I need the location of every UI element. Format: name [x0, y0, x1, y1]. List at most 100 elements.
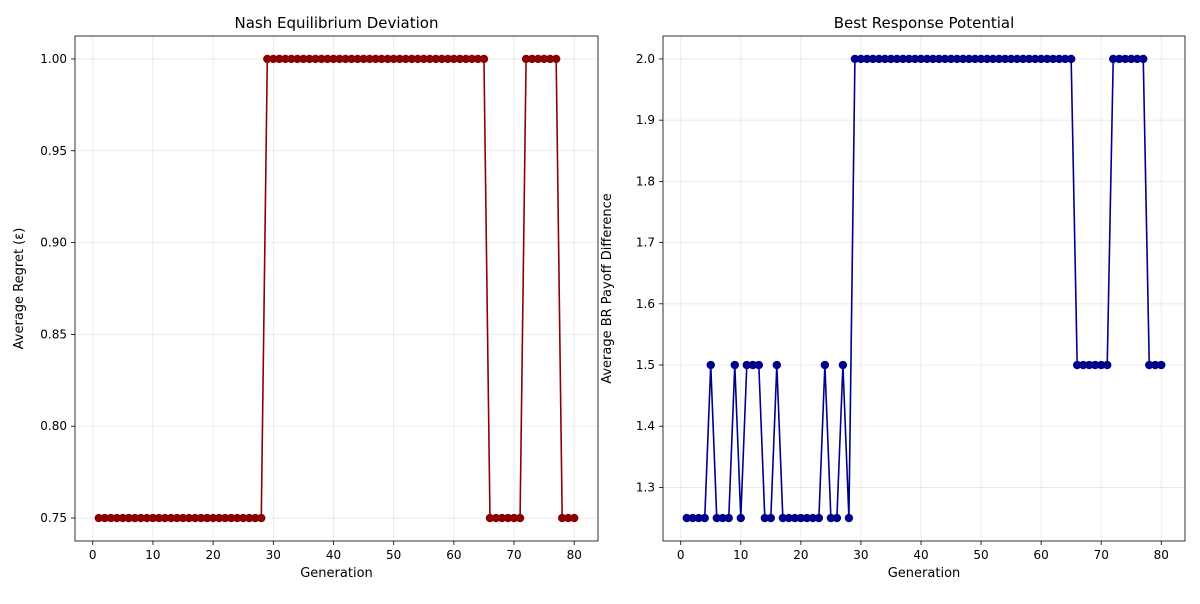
data-point	[106, 513, 116, 523]
data-point	[257, 513, 266, 523]
data-point	[178, 513, 188, 523]
data-point	[910, 54, 920, 64]
x-tick-label: 80	[567, 548, 582, 562]
data-point	[904, 54, 914, 64]
data-point	[790, 513, 800, 523]
data-point	[742, 360, 751, 370]
y-tick-label: 1.6	[636, 297, 655, 311]
data-point	[1066, 54, 1076, 64]
x-tick-label: 40	[326, 548, 341, 562]
data-point	[862, 54, 872, 64]
data-point	[1000, 54, 1010, 64]
y-tick-label: 1.00	[40, 52, 67, 66]
data-point	[1103, 360, 1112, 370]
data-point	[160, 513, 170, 523]
data-point	[718, 513, 727, 523]
data-point	[154, 513, 164, 523]
data-point	[196, 513, 206, 523]
series-polyline	[686, 58, 1162, 519]
x-tick-label: 70	[1094, 548, 1109, 562]
data-point	[100, 513, 109, 523]
data-point	[359, 54, 368, 64]
tick-group: 0 10 20 30 40 50 60 70 80 1.3 1.4 1.5 1.6 1.7 1.8 1.9 2.…	[636, 52, 1169, 562]
data-point	[1121, 54, 1130, 64]
data-point	[694, 513, 703, 523]
data-point	[413, 54, 422, 64]
data-point	[1042, 54, 1052, 64]
data-point	[533, 54, 543, 64]
axes-frame	[662, 35, 1186, 542]
data-point	[461, 54, 471, 64]
data-point	[892, 54, 902, 64]
data-point	[281, 54, 290, 64]
series-polyline	[98, 58, 575, 519]
data-point	[820, 360, 830, 370]
data-point	[226, 513, 236, 523]
x-axis-label: Generation	[300, 566, 373, 581]
data-point	[868, 54, 878, 64]
data-point	[220, 513, 230, 523]
data-point	[112, 513, 122, 523]
data-point	[1084, 360, 1094, 370]
data-point	[395, 54, 404, 64]
data-point	[1030, 54, 1040, 64]
data-point	[1151, 360, 1160, 370]
data-point	[736, 513, 745, 523]
data-point	[1036, 54, 1046, 64]
data-point	[383, 54, 392, 64]
data-point	[832, 513, 842, 523]
y-axis-label: Average Regret (ε)	[12, 228, 27, 350]
data-point	[142, 513, 152, 523]
x-tick-label: 80	[1154, 548, 1169, 562]
data-point	[407, 54, 416, 64]
data-point	[485, 513, 495, 523]
data-point	[952, 54, 962, 64]
data-point	[570, 513, 579, 523]
chart-panel-best-response: 0 10 20 30 40 50 60 70 80 1.3 1.4 1.5 1.6 1.7 1.8 1.9 2.…	[600, 14, 1186, 581]
data-point	[1060, 54, 1070, 64]
data-point	[748, 360, 758, 370]
data-point	[706, 360, 715, 370]
series-line	[98, 58, 575, 519]
data-point	[389, 54, 398, 64]
data-point	[323, 54, 332, 64]
x-tick-label: 0	[677, 548, 685, 562]
data-point	[1115, 54, 1124, 64]
data-point	[130, 513, 140, 523]
data-point	[503, 513, 513, 523]
data-point	[148, 513, 158, 523]
data-point	[467, 54, 477, 64]
grid-lines	[75, 36, 598, 541]
data-point	[172, 513, 182, 523]
data-point	[916, 54, 926, 64]
data-point	[934, 54, 944, 64]
data-point	[377, 54, 386, 64]
data-point	[1127, 54, 1136, 64]
data-point	[545, 54, 555, 64]
data-point	[1054, 54, 1064, 64]
data-point	[166, 513, 176, 523]
data-point	[940, 54, 950, 64]
data-point	[946, 54, 956, 64]
data-point	[1048, 54, 1058, 64]
y-tick-label: 0.80	[40, 419, 67, 433]
y-tick-label: 1.4	[636, 419, 655, 433]
data-point	[724, 513, 733, 523]
data-point	[1097, 360, 1106, 370]
data-point	[760, 513, 770, 523]
data-point	[239, 513, 248, 523]
data-point	[564, 513, 573, 523]
data-point	[202, 513, 212, 523]
data-point	[844, 513, 854, 523]
x-tick-label: 70	[506, 548, 521, 562]
data-point	[730, 360, 739, 370]
data-point	[245, 513, 254, 523]
data-point	[874, 54, 884, 64]
data-point	[856, 54, 866, 64]
chart-title: Best Response Potential	[834, 14, 1015, 32]
data-point	[449, 54, 459, 64]
data-point	[557, 513, 567, 523]
data-point	[838, 360, 848, 370]
data-point	[251, 513, 260, 523]
